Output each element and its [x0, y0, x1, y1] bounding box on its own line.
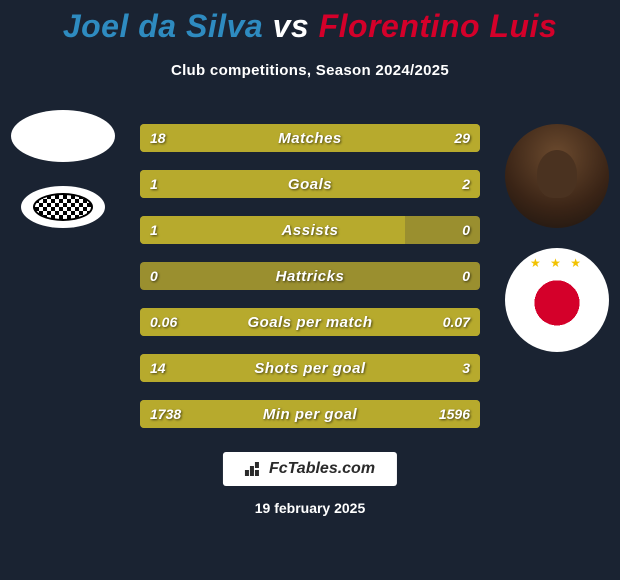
- player2-avatar: [505, 124, 609, 228]
- stat-row: 12Goals: [140, 170, 480, 198]
- stat-row: 1829Matches: [140, 124, 480, 152]
- stat-label: Goals: [140, 170, 480, 198]
- player1-club-badge: [21, 186, 105, 228]
- page-title: Joel da Silva vs Florentino Luis: [0, 8, 620, 45]
- chart-icon: [245, 462, 263, 476]
- player2-name: Florentino Luis: [319, 8, 558, 44]
- stat-label: Shots per goal: [140, 354, 480, 382]
- watermark: FcTables.com: [223, 452, 397, 486]
- stat-label: Goals per match: [140, 308, 480, 336]
- watermark-text: FcTables.com: [269, 460, 375, 478]
- vs-separator: vs: [273, 8, 310, 44]
- player1-name: Joel da Silva: [63, 8, 263, 44]
- stat-row: 0.060.07Goals per match: [140, 308, 480, 336]
- stat-row: 10Assists: [140, 216, 480, 244]
- right-avatar-column: [502, 124, 612, 352]
- stat-bars: 1829Matches 12Goals 10Assists 00Hattricks 0.…: [140, 124, 480, 446]
- stat-row: 143Shots per goal: [140, 354, 480, 382]
- stat-row: 17381596Min per goal: [140, 400, 480, 428]
- player2-club-badge: [505, 248, 609, 352]
- player1-avatar-placeholder: [11, 110, 115, 162]
- stat-label: Assists: [140, 216, 480, 244]
- stat-row: 00Hattricks: [140, 262, 480, 290]
- left-avatar-column: [8, 110, 118, 228]
- stat-label: Hattricks: [140, 262, 480, 290]
- stat-label: Matches: [140, 124, 480, 152]
- subtitle: Club competitions, Season 2024/2025: [0, 62, 620, 79]
- stat-label: Min per goal: [140, 400, 480, 428]
- date: 19 february 2025: [0, 500, 620, 516]
